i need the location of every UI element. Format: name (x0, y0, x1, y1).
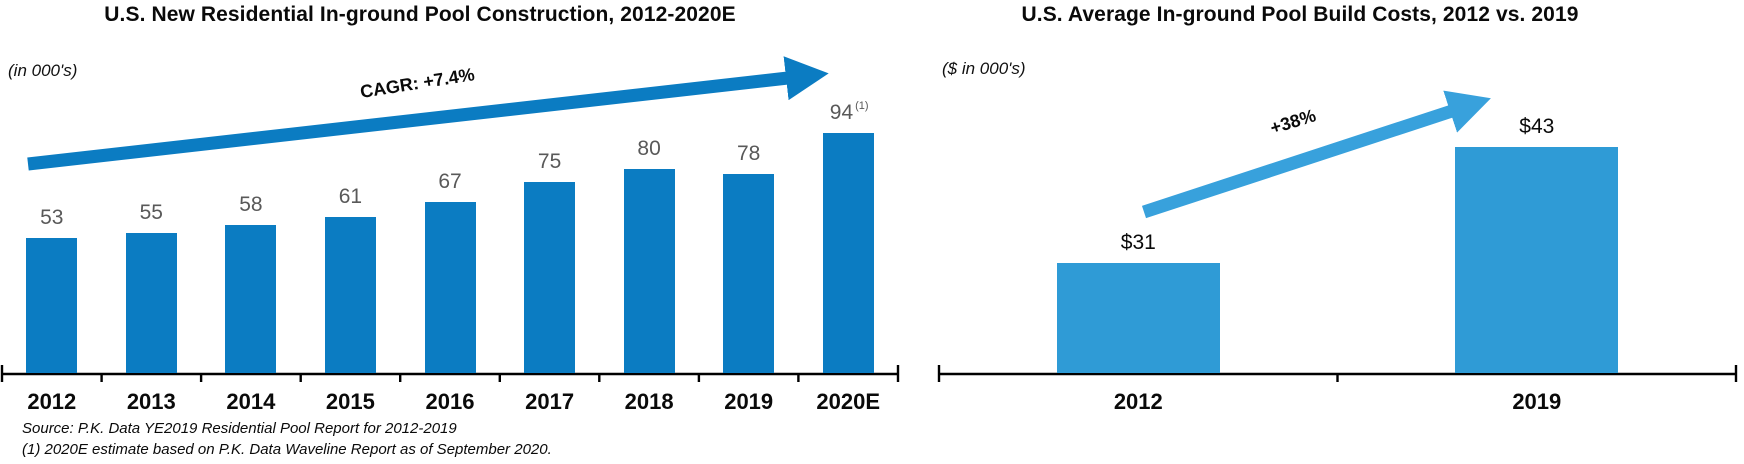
x-axis-label-2012: 2012 (1113, 389, 1163, 414)
bar-2017 (524, 182, 576, 373)
bar-2016 (424, 202, 476, 373)
source-footnote: Source: P.K. Data YE2019 Residential Poo… (22, 420, 457, 437)
bar-2020E (822, 133, 874, 373)
estimate-footnote: (1) 2020E estimate based on P.K. Data Wa… (22, 441, 552, 458)
footnote-marker: (1) (855, 100, 869, 112)
growth-trend-arrow-icon (1141, 90, 1491, 219)
x-axis-label-2019: 2019 (724, 389, 774, 414)
bar-2013 (125, 233, 177, 373)
bar-2015 (324, 217, 376, 373)
x-axis-label-2019: 2019 (1512, 389, 1562, 414)
cagr-trend-arrow-icon (27, 56, 829, 171)
bar-value-label: 80 (637, 137, 661, 160)
x-axis-label-2012: 2012 (27, 389, 77, 414)
x-axis-label-2017: 2017 (525, 389, 575, 414)
left-chart-title: U.S. New Residential In-ground Pool Cons… (104, 3, 736, 26)
x-axis-label-2018: 2018 (624, 389, 674, 414)
bar-2018 (623, 169, 675, 373)
x-axis-label-2020E: 2020E (816, 389, 880, 414)
bar-value-label: 58 (239, 193, 263, 216)
x-axis-label-2015: 2015 (325, 389, 375, 414)
right-chart-x-axis (937, 365, 1738, 382)
bar-value-label: $43 (1519, 115, 1555, 138)
right-units-label: ($ in 000's) (942, 59, 1026, 78)
bar-2012 (1056, 263, 1220, 373)
bar-value-label: $31 (1120, 231, 1156, 254)
bar-value-label: 55 (139, 201, 163, 224)
bar-value-label: 67 (438, 170, 462, 193)
right-chart-title: U.S. Average In-ground Pool Build Costs,… (1021, 3, 1579, 26)
bar-2019 (723, 174, 775, 373)
x-axis-label-2013: 2013 (126, 389, 176, 414)
bar-value-label: 53 (40, 206, 64, 229)
bar-value-label: 61 (338, 185, 363, 208)
bar-value-label: 78 (737, 142, 761, 165)
bar-2014 (225, 225, 277, 373)
left-chart-x-axis (0, 365, 900, 382)
bar-value-label: 75 (537, 150, 562, 173)
x-axis-label-2014: 2014 (226, 389, 276, 414)
bar-value-label: 94 (1) (829, 100, 869, 124)
left-units-label: (in 000's) (8, 61, 78, 80)
bar-2012 (26, 238, 78, 373)
bar-2019 (1455, 147, 1619, 373)
x-axis-label-2016: 2016 (425, 389, 475, 414)
